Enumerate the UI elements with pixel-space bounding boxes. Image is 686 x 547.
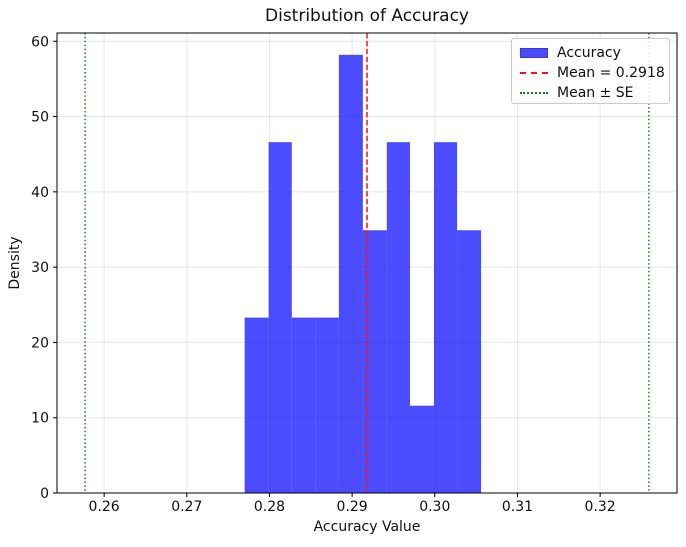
blue-patch-icon: [520, 48, 548, 58]
y-tick-label: 30: [31, 260, 49, 276]
legend-entry: Mean ± SE: [520, 83, 661, 103]
green-dotted-line-icon: [520, 92, 548, 94]
histogram-bar: [268, 142, 292, 494]
y-tick-label: 60: [31, 34, 49, 50]
y-axis-label: Density: [7, 236, 23, 290]
y-tick-label: 20: [31, 335, 49, 351]
y-tick-label: 10: [31, 411, 49, 427]
plot-border: [56, 32, 678, 494]
x-tick-label: 0.28: [254, 499, 285, 515]
x-tick-label: 0.26: [89, 499, 120, 515]
legend-entry: Accuracy: [520, 43, 661, 63]
histogram-bar: [291, 317, 316, 493]
legend-label-mean: Mean = 0.2918: [557, 65, 665, 81]
x-tick-label: 0.31: [502, 499, 533, 515]
y-tick-label: 0: [40, 486, 49, 502]
histogram-bar: [244, 317, 269, 493]
legend-entry: Mean = 0.2918: [520, 63, 665, 83]
chart-title: Distribution of Accuracy: [265, 6, 469, 26]
red-dashed-line-icon: [520, 72, 548, 74]
histogram-bar: [362, 230, 387, 493]
legend-label-se: Mean ± SE: [557, 85, 634, 101]
y-tick-label: 40: [31, 185, 49, 201]
legend-label-accuracy: Accuracy: [557, 45, 621, 61]
histogram-bar: [457, 230, 482, 493]
x-axis-label: Accuracy Value: [313, 519, 421, 535]
x-tick-label: 0.32: [585, 499, 616, 515]
x-tick-label: 0.27: [171, 499, 202, 515]
histogram-bar: [315, 317, 339, 493]
histogram-bar: [433, 142, 458, 494]
x-tick-label: 0.29: [337, 499, 368, 515]
histogram-bar: [409, 405, 434, 493]
histogram-bar: [386, 142, 410, 494]
legend: Accuracy Mean = 0.2918 Mean ± SE: [511, 38, 670, 104]
x-tick-label: 0.30: [419, 499, 450, 515]
y-tick-label: 50: [31, 110, 49, 126]
histogram-bar: [338, 54, 363, 493]
